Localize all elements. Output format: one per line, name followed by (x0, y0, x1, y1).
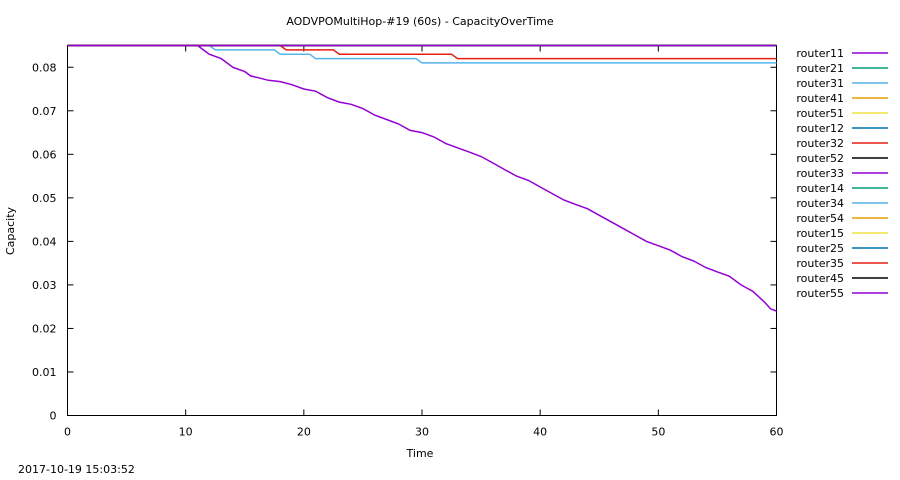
legend-label: router11 (796, 47, 844, 60)
legend-label: router12 (796, 122, 844, 135)
legend-label: router31 (796, 77, 844, 90)
axis-ticks: 0 10 20 30 40 50 60 0 0.01 0.02 0.03 0.04 0.05 0.06 0.… (32, 45, 784, 439)
y-tick-label: 0 (50, 410, 57, 423)
legend-label: router15 (796, 227, 844, 240)
x-axis-label: Time (406, 447, 434, 460)
legend-label: router54 (796, 212, 844, 225)
y-tick-label: 0.06 (32, 148, 57, 161)
footer-timestamp: 2017-10-19 15:03:52 (18, 463, 135, 476)
legend-label: router21 (796, 62, 844, 75)
legend-label: router33 (796, 167, 844, 180)
x-tick-label: 10 (179, 426, 193, 439)
legend-label: router51 (796, 107, 844, 120)
x-tick-label: 60 (770, 426, 784, 439)
legend: router11 router21 router31 router41 router51… (796, 47, 888, 300)
y-tick-label: 0.01 (32, 366, 57, 379)
legend-label: router55 (796, 287, 844, 300)
legend-label: router45 (796, 272, 844, 285)
legend-label: router41 (796, 92, 844, 105)
x-tick-label: 20 (297, 426, 311, 439)
legend-label: router34 (796, 197, 844, 210)
legend-label: router14 (796, 182, 844, 195)
y-tick-label: 0.04 (32, 235, 57, 248)
legend-label: router32 (796, 137, 844, 150)
y-axis-label: Capacity (4, 206, 17, 255)
legend-label: router35 (796, 257, 844, 270)
legend-label: router52 (796, 152, 844, 165)
series-line-router34 (67, 44, 777, 64)
plot-frame (67, 45, 777, 416)
x-tick-label: 40 (533, 426, 547, 439)
series-line-router33 (67, 44, 777, 312)
x-tick-label: 0 (64, 426, 71, 439)
x-tick-label: 30 (415, 426, 429, 439)
chart-title: AODVPOMultiHop-#19 (60s) - CapacityOverT… (286, 15, 554, 28)
y-tick-label: 0.02 (32, 322, 57, 335)
legend-label: router25 (796, 242, 844, 255)
series-lines (67, 44, 777, 312)
y-tick-label: 0.07 (32, 105, 57, 118)
y-tick-label: 0.05 (32, 192, 57, 205)
y-tick-label: 0.03 (32, 279, 57, 292)
x-tick-label: 50 (651, 426, 665, 439)
y-tick-label: 0.08 (32, 61, 57, 74)
